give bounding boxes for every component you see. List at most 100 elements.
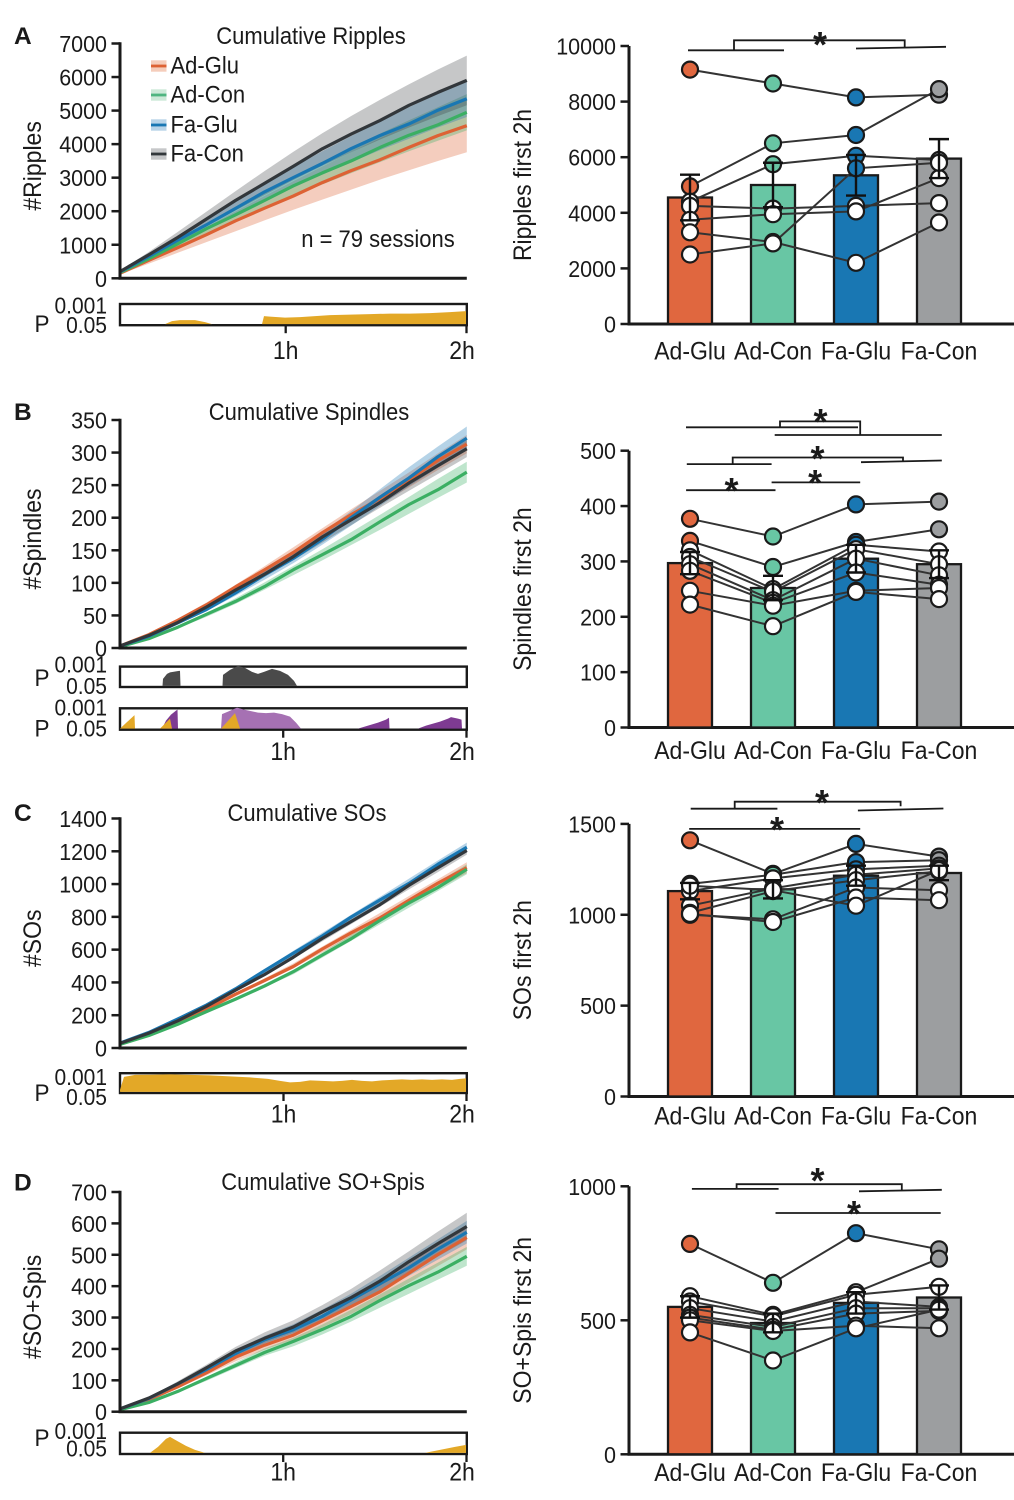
svg-text:500: 500 [580, 438, 616, 464]
svg-text:2h: 2h [449, 337, 475, 365]
svg-text:350: 350 [71, 408, 107, 434]
svg-text:700: 700 [71, 1180, 107, 1206]
svg-text:#Spindles: #Spindles [19, 489, 47, 590]
svg-text:1h: 1h [271, 1101, 297, 1129]
svg-text:P: P [35, 311, 50, 338]
svg-text:Cumulative SOs: Cumulative SOs [228, 800, 387, 827]
svg-text:1400: 1400 [59, 806, 107, 832]
svg-text:*: * [770, 809, 784, 850]
svg-text:B: B [14, 399, 32, 426]
svg-text:0: 0 [604, 1084, 616, 1110]
svg-text:6000: 6000 [568, 145, 616, 171]
svg-text:1000: 1000 [59, 872, 107, 898]
svg-text:0: 0 [95, 636, 107, 662]
svg-text:0: 0 [95, 266, 107, 292]
svg-text:P: P [35, 665, 50, 692]
svg-text:Cumulative Ripples: Cumulative Ripples [216, 23, 406, 50]
svg-text:*: * [815, 782, 829, 823]
svg-text:Cumulative SO+Spis: Cumulative SO+Spis [221, 1169, 425, 1196]
svg-text:Spindles first 2h: Spindles first 2h [509, 507, 537, 671]
svg-text:500: 500 [580, 993, 616, 1019]
svg-text:P: P [35, 1080, 50, 1107]
svg-text:2h: 2h [449, 738, 475, 766]
svg-text:A: A [14, 23, 32, 50]
svg-text:D: D [14, 1170, 32, 1197]
svg-text:100: 100 [71, 1368, 107, 1394]
svg-text:#Ripples: #Ripples [19, 121, 47, 211]
svg-text:Fa-Con: Fa-Con [901, 1103, 978, 1131]
svg-text:0.001: 0.001 [55, 293, 108, 319]
svg-text:0: 0 [95, 1399, 107, 1425]
svg-text:1200: 1200 [59, 839, 107, 865]
svg-text:1h: 1h [270, 1458, 296, 1486]
svg-text:6000: 6000 [59, 65, 107, 91]
svg-text:0: 0 [604, 715, 616, 741]
svg-text:n = 79 sessions: n = 79 sessions [301, 226, 455, 253]
svg-text:2h: 2h [449, 1458, 475, 1486]
svg-text:Ad-Glu: Ad-Glu [654, 1103, 726, 1131]
svg-text:0: 0 [95, 1036, 107, 1062]
svg-text:1h: 1h [273, 337, 299, 365]
svg-text:7000: 7000 [59, 31, 107, 57]
svg-text:C: C [14, 800, 32, 827]
svg-text:200: 200 [580, 604, 616, 630]
svg-text:0.001: 0.001 [55, 694, 108, 720]
svg-text:Fa-Glu: Fa-Glu [171, 112, 238, 139]
svg-text:Ad-Glu: Ad-Glu [171, 53, 240, 80]
svg-text:1000: 1000 [568, 902, 616, 928]
svg-text:Fa-Con: Fa-Con [901, 338, 978, 366]
svg-text:1500: 1500 [568, 811, 616, 837]
svg-text:400: 400 [580, 494, 616, 520]
svg-text:Fa-Con: Fa-Con [171, 141, 244, 168]
svg-text:300: 300 [71, 440, 107, 466]
svg-text:0.001: 0.001 [55, 1418, 108, 1444]
svg-text:300: 300 [580, 549, 616, 575]
svg-text:Fa-Glu: Fa-Glu [821, 338, 891, 366]
svg-text:2000: 2000 [59, 199, 107, 225]
svg-text:2h: 2h [449, 1101, 475, 1129]
svg-text:50: 50 [83, 603, 107, 629]
svg-text:Ad-Con: Ad-Con [171, 82, 246, 109]
svg-text:Ad-Con: Ad-Con [734, 737, 812, 765]
svg-text:Fa-Con: Fa-Con [901, 1459, 978, 1487]
svg-text:200: 200 [71, 1336, 107, 1362]
svg-text:Ad-Glu: Ad-Glu [654, 338, 726, 366]
svg-text:*: * [813, 401, 827, 442]
svg-text:800: 800 [71, 904, 107, 930]
svg-text:600: 600 [71, 1211, 107, 1237]
svg-text:*: * [810, 1160, 824, 1201]
svg-text:10000: 10000 [556, 34, 616, 60]
svg-text:4000: 4000 [568, 200, 616, 226]
svg-text:0: 0 [604, 312, 616, 338]
svg-text:*: * [813, 24, 827, 65]
svg-text:Ad-Glu: Ad-Glu [654, 737, 726, 765]
svg-text:Ad-Con: Ad-Con [734, 338, 812, 366]
svg-text:SO+Spis first 2h: SO+Spis first 2h [509, 1237, 537, 1404]
svg-text:300: 300 [71, 1305, 107, 1331]
svg-text:1h: 1h [270, 738, 296, 766]
svg-text:P: P [35, 716, 50, 743]
svg-text:*: * [724, 470, 738, 511]
svg-text:SOs first 2h: SOs first 2h [509, 900, 537, 1020]
svg-text:1000: 1000 [59, 232, 107, 258]
svg-text:0.05: 0.05 [66, 716, 107, 742]
svg-text:100: 100 [580, 660, 616, 686]
svg-text:Ripples first 2h: Ripples first 2h [509, 109, 537, 261]
svg-text:0.001: 0.001 [55, 652, 108, 678]
svg-text:1000: 1000 [568, 1174, 616, 1200]
svg-text:500: 500 [580, 1308, 616, 1334]
svg-text:#SOs: #SOs [19, 910, 47, 968]
svg-text:150: 150 [71, 538, 107, 564]
svg-text:Cumulative Spindles: Cumulative Spindles [209, 399, 410, 426]
svg-text:2000: 2000 [568, 256, 616, 282]
svg-text:0.001: 0.001 [55, 1064, 108, 1090]
svg-text:Fa-Con: Fa-Con [901, 737, 978, 765]
svg-text:0: 0 [604, 1442, 616, 1468]
svg-text:8000: 8000 [568, 89, 616, 115]
svg-text:4000: 4000 [59, 132, 107, 158]
svg-text:Fa-Glu: Fa-Glu [821, 737, 891, 765]
svg-text:#SO+Spis: #SO+Spis [19, 1255, 47, 1359]
svg-text:600: 600 [71, 937, 107, 963]
svg-text:200: 200 [71, 505, 107, 531]
svg-text:5000: 5000 [59, 98, 107, 124]
